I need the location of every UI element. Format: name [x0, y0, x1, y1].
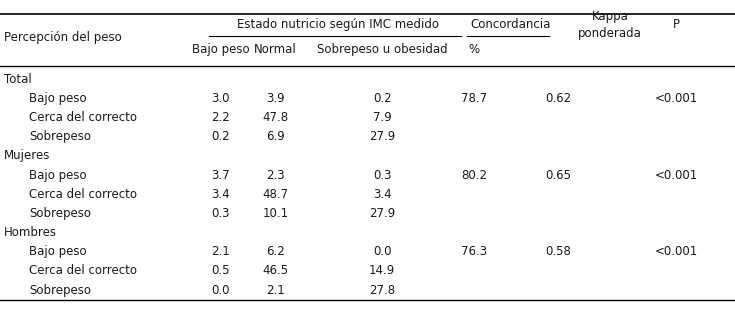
Text: 80.2: 80.2 — [461, 168, 487, 181]
Text: 76.3: 76.3 — [461, 245, 487, 258]
Text: 3.4: 3.4 — [373, 188, 392, 201]
Text: 0.3: 0.3 — [373, 168, 392, 181]
Text: 3.9: 3.9 — [266, 92, 285, 105]
Text: 27.8: 27.8 — [369, 284, 395, 297]
Text: Sobrepeso u obesidad: Sobrepeso u obesidad — [317, 43, 448, 56]
Text: Bajo peso: Bajo peso — [192, 43, 249, 56]
Text: <0.001: <0.001 — [655, 245, 698, 258]
Text: %: % — [468, 43, 480, 56]
Text: 14.9: 14.9 — [369, 265, 395, 277]
Text: 3.7: 3.7 — [211, 168, 230, 181]
Text: 10.1: 10.1 — [262, 207, 289, 220]
Text: Normal: Normal — [254, 43, 297, 56]
Text: Concordancia: Concordancia — [470, 18, 551, 31]
Text: Bajo peso: Bajo peso — [29, 168, 87, 181]
Text: 6.9: 6.9 — [266, 130, 285, 143]
Text: P: P — [673, 18, 680, 31]
Text: ponderada: ponderada — [578, 28, 642, 40]
Text: 48.7: 48.7 — [262, 188, 289, 201]
Text: 7.9: 7.9 — [373, 111, 392, 124]
Text: Kappa: Kappa — [592, 11, 628, 23]
Text: Cerca del correcto: Cerca del correcto — [29, 111, 137, 124]
Text: 27.9: 27.9 — [369, 130, 395, 143]
Text: 0.2: 0.2 — [211, 130, 230, 143]
Text: 0.2: 0.2 — [373, 92, 392, 105]
Text: 0.62: 0.62 — [545, 92, 572, 105]
Text: 2.1: 2.1 — [266, 284, 285, 297]
Text: 27.9: 27.9 — [369, 207, 395, 220]
Text: 78.7: 78.7 — [461, 92, 487, 105]
Text: 6.2: 6.2 — [266, 245, 285, 258]
Text: Sobrepeso: Sobrepeso — [29, 207, 91, 220]
Text: Bajo peso: Bajo peso — [29, 92, 87, 105]
Text: Bajo peso: Bajo peso — [29, 245, 87, 258]
Text: Sobrepeso: Sobrepeso — [29, 284, 91, 297]
Text: Sobrepeso: Sobrepeso — [29, 130, 91, 143]
Text: 0.3: 0.3 — [211, 207, 230, 220]
Text: 47.8: 47.8 — [262, 111, 289, 124]
Text: Mujeres: Mujeres — [4, 149, 50, 162]
Text: Cerca del correcto: Cerca del correcto — [29, 188, 137, 201]
Text: 0.5: 0.5 — [211, 265, 230, 277]
Text: 46.5: 46.5 — [262, 265, 289, 277]
Text: Estado nutricio según IMC medido: Estado nutricio según IMC medido — [237, 18, 439, 31]
Text: Percepción del peso: Percepción del peso — [4, 31, 121, 44]
Text: <0.001: <0.001 — [655, 92, 698, 105]
Text: Cerca del correcto: Cerca del correcto — [29, 265, 137, 277]
Text: Hombres: Hombres — [4, 226, 57, 239]
Text: 0.0: 0.0 — [211, 284, 230, 297]
Text: <0.001: <0.001 — [655, 168, 698, 181]
Text: 3.0: 3.0 — [211, 92, 230, 105]
Text: Total: Total — [4, 73, 32, 86]
Text: 2.2: 2.2 — [211, 111, 230, 124]
Text: 0.0: 0.0 — [373, 245, 392, 258]
Text: 3.4: 3.4 — [211, 188, 230, 201]
Text: 2.1: 2.1 — [211, 245, 230, 258]
Text: 0.58: 0.58 — [545, 245, 572, 258]
Text: 0.65: 0.65 — [545, 168, 572, 181]
Text: 2.3: 2.3 — [266, 168, 285, 181]
